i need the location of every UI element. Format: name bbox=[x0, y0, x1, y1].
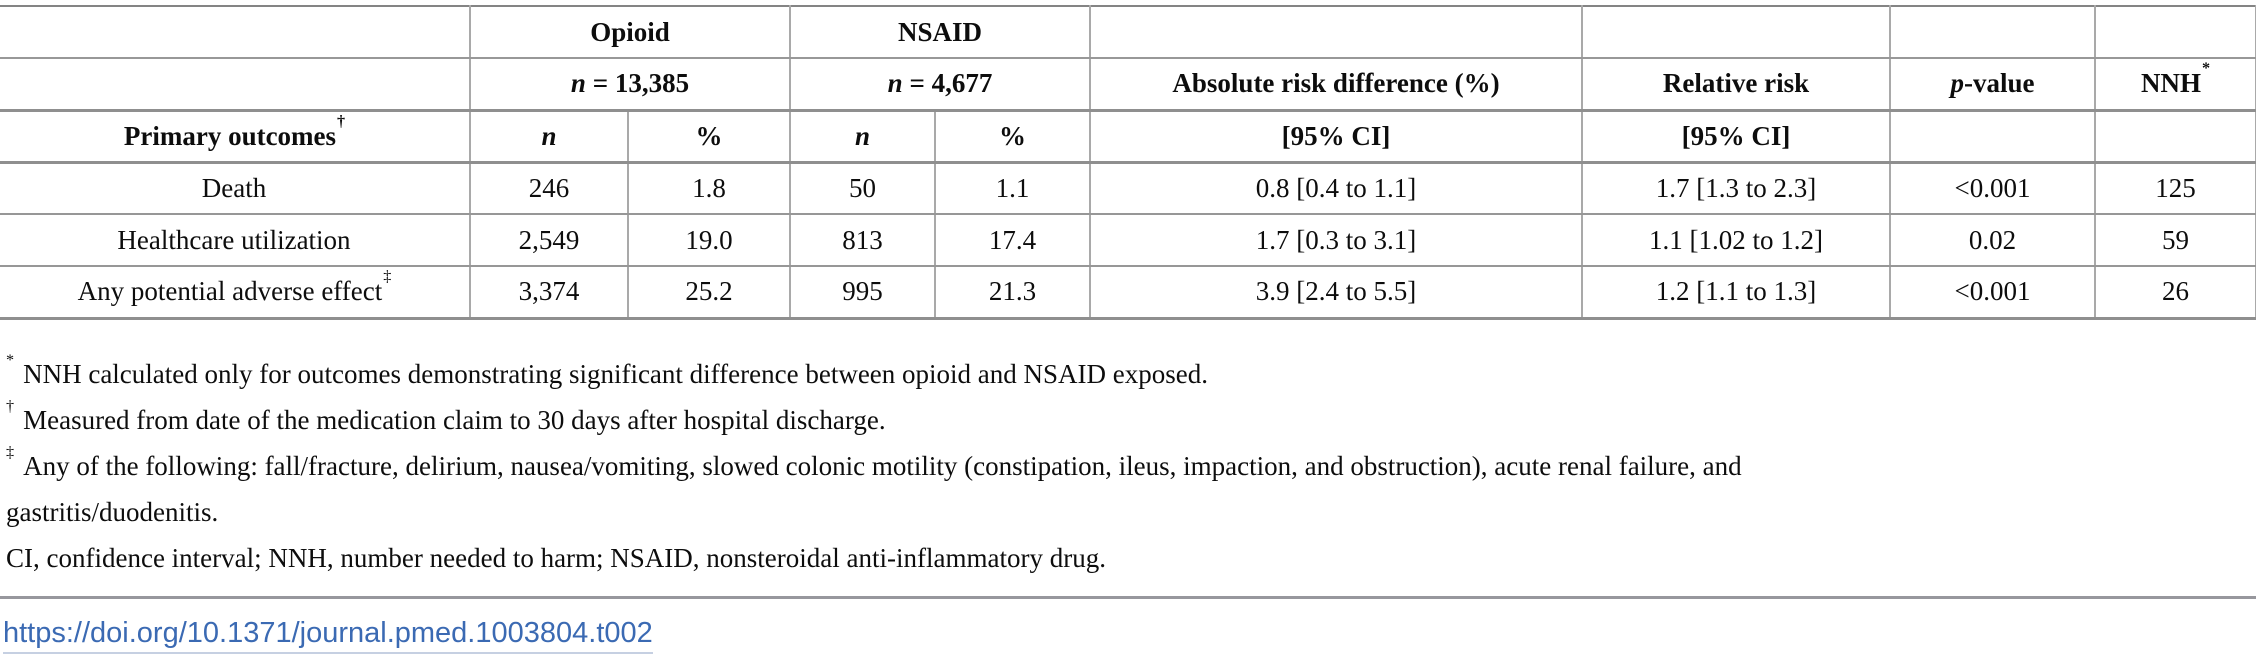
col-group-opioid: Opioid bbox=[470, 5, 792, 59]
cell-nsaid-pct: 17.4 bbox=[935, 214, 1092, 267]
cell-nnh: 125 bbox=[2095, 162, 2256, 215]
cell-pvalue: 0.02 bbox=[1890, 214, 2097, 267]
group-header-row: Opioid NSAID bbox=[0, 5, 2256, 59]
empty-cell-ard bbox=[1090, 5, 1584, 59]
row-label: Healthcare utilization bbox=[0, 214, 471, 267]
table-row-healthcare-utilization: Healthcare utilization 2,549 19.0 813 17… bbox=[0, 214, 2256, 267]
row-label: Any potential adverse effect‡ bbox=[0, 266, 471, 320]
cell-opioid-n: 3,374 bbox=[470, 266, 629, 320]
count-opioid: n = 13,385 bbox=[470, 58, 792, 112]
empty-cell-pvalue bbox=[1890, 110, 2097, 164]
empty-stub-cell bbox=[0, 58, 471, 112]
cell-opioid-pct: 25.2 bbox=[628, 266, 792, 320]
cell-nnh: 26 bbox=[2095, 266, 2256, 320]
cell-nnh: 59 bbox=[2095, 214, 2256, 267]
subheader-ci-rr: [95% CI] bbox=[1582, 110, 1892, 164]
p-symbol: p bbox=[1950, 68, 1965, 99]
cell-opioid-n: 2,549 bbox=[470, 214, 629, 267]
doi-link[interactable]: https://doi.org/10.1371/journal.pmed.100… bbox=[3, 617, 653, 654]
count-header-row: n = 13,385 n = 4,677 Absolute risk diffe… bbox=[0, 58, 2256, 112]
footnote-nnh: * NNH calculated only for outcomes demons… bbox=[6, 351, 1209, 389]
double-dagger-marker: ‡ bbox=[383, 267, 392, 286]
subheader-ci-ard: [95% CI] bbox=[1090, 110, 1584, 164]
cell-nsaid-n: 995 bbox=[790, 266, 937, 320]
outcomes-table: Opioid NSAID n = 13,385 n = 4,677 Absolu… bbox=[0, 5, 2256, 320]
cell-nsaid-n: 50 bbox=[790, 162, 937, 215]
empty-cell-nnh bbox=[2095, 110, 2256, 164]
subheader-n-nsaid: n bbox=[790, 110, 937, 164]
cell-ard: 3.9 [2.4 to 5.5] bbox=[1090, 266, 1584, 320]
empty-cell-rr bbox=[1582, 5, 1892, 59]
empty-cell-nnh bbox=[2095, 5, 2256, 59]
footnote-abbreviations: CI, confidence interval; NNH, number nee… bbox=[6, 542, 1106, 573]
cell-nsaid-n: 813 bbox=[790, 214, 937, 267]
bottom-divider bbox=[0, 595, 2256, 599]
subheader-pct-opioid: % bbox=[628, 110, 792, 164]
header-nnh: NNH* bbox=[2095, 58, 2256, 112]
table-row-death: Death 246 1.8 50 1.1 0.8 [0.4 to 1.1] 1.… bbox=[0, 162, 2256, 215]
footnotes: * NNH calculated only for outcomes demons… bbox=[0, 351, 2256, 581]
cell-rr: 1.7 [1.3 to 2.3] bbox=[1582, 162, 1892, 215]
cell-opioid-n: 246 bbox=[470, 162, 629, 215]
cell-ard: 0.8 [0.4 to 1.1] bbox=[1090, 162, 1584, 215]
cell-opioid-pct: 1.8 bbox=[628, 162, 792, 215]
dagger-marker: † bbox=[337, 111, 346, 130]
n-symbol: n bbox=[887, 68, 903, 99]
header-ard: Absolute risk difference (%) bbox=[1090, 58, 1584, 112]
footnote-adverse-list: ‡ Any of the following: fall/fracture, de… bbox=[6, 443, 1742, 481]
table-row-any-adverse-effect: Any potential adverse effect‡ 3,374 25.2… bbox=[0, 266, 2256, 320]
doi-line: https://doi.org/10.1371/journal.pmed.100… bbox=[0, 617, 2256, 654]
cell-nsaid-pct: 21.3 bbox=[935, 266, 1092, 320]
footnote-adverse-list-continued: gastritis/duodenitis. bbox=[6, 496, 219, 527]
header-stub: Primary outcomes† bbox=[0, 110, 471, 164]
asterisk-marker: * bbox=[2201, 59, 2211, 78]
sub-header-row: Primary outcomes† n % n % [95% CI] [95% … bbox=[0, 110, 2256, 164]
cell-pvalue: <0.001 bbox=[1890, 162, 2097, 215]
cell-rr: 1.2 [1.1 to 1.3] bbox=[1582, 266, 1892, 320]
cell-nsaid-pct: 1.1 bbox=[935, 162, 1092, 215]
subheader-pct-nsaid: % bbox=[935, 110, 1092, 164]
cell-pvalue: <0.001 bbox=[1890, 266, 2097, 320]
corner-cell bbox=[0, 5, 471, 59]
subheader-n-opioid: n bbox=[470, 110, 629, 164]
n-symbol: n bbox=[570, 68, 586, 99]
cell-opioid-pct: 19.0 bbox=[628, 214, 792, 267]
cell-ard: 1.7 [0.3 to 3.1] bbox=[1090, 214, 1584, 267]
empty-cell-pvalue bbox=[1890, 5, 2097, 59]
header-pvalue: p-value bbox=[1890, 58, 2097, 112]
footnote-measured: † Measured from date of the medication cl… bbox=[6, 397, 886, 435]
col-group-nsaid: NSAID bbox=[790, 5, 1092, 59]
cell-rr: 1.1 [1.02 to 1.2] bbox=[1582, 214, 1892, 267]
count-nsaid: n = 4,677 bbox=[790, 58, 1092, 112]
row-label: Death bbox=[0, 162, 471, 215]
header-relative-risk: Relative risk bbox=[1582, 58, 1892, 112]
